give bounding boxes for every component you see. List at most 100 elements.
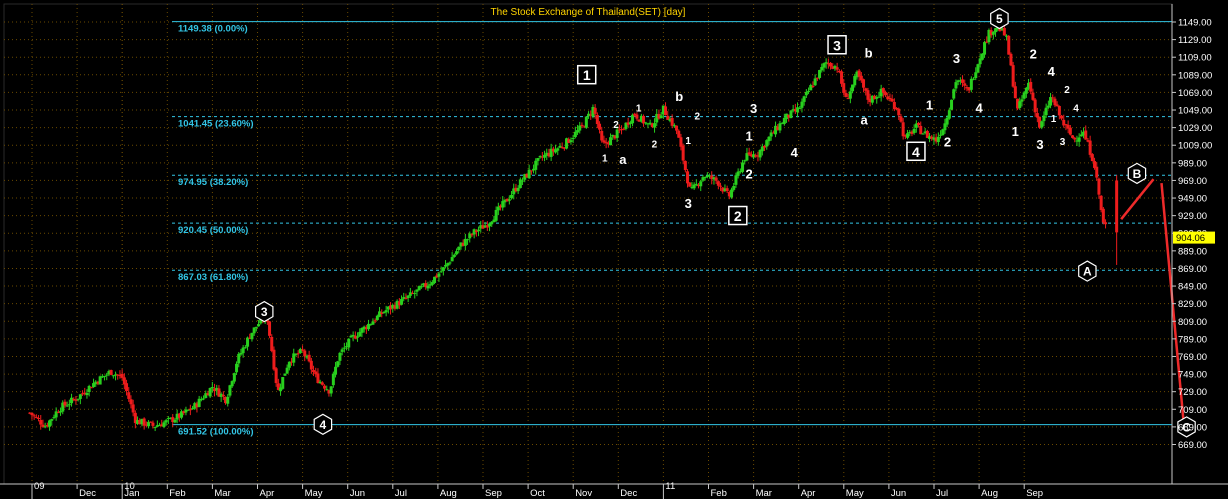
candle-body	[441, 267, 445, 271]
candle-body	[114, 374, 118, 376]
candle-body	[107, 371, 111, 375]
candle-body	[230, 381, 234, 387]
candle-body	[314, 371, 318, 375]
candle-body	[826, 63, 830, 65]
candle-body	[294, 353, 298, 355]
candle-body	[92, 383, 96, 388]
candle-body	[540, 156, 544, 158]
candle-body	[241, 347, 245, 354]
candle-body	[725, 188, 729, 192]
candle-body	[226, 396, 230, 404]
candle-body	[1062, 119, 1066, 126]
candle-body	[254, 326, 258, 328]
candle-body	[811, 85, 815, 87]
candle-body	[760, 146, 764, 152]
candle-body	[477, 229, 481, 232]
candle-body	[448, 262, 452, 264]
x-tick-label: Apr	[801, 488, 816, 499]
candle-body	[1095, 166, 1099, 178]
candle-body	[285, 367, 289, 374]
fib-level-label: 867.03 (61.80%)	[178, 272, 248, 283]
candle-body	[521, 180, 525, 182]
candle-body	[719, 185, 723, 187]
candle-body	[516, 187, 520, 192]
candle-body	[569, 140, 573, 142]
candle-body	[543, 154, 547, 158]
wave-label: 2	[613, 120, 619, 131]
candle-body	[965, 87, 969, 89]
candle-body	[527, 169, 531, 179]
candle-body	[237, 353, 241, 364]
candle-body	[461, 243, 465, 246]
candle-body	[776, 126, 780, 130]
candle-body	[208, 387, 212, 397]
y-tick-label: 1089.00	[1178, 70, 1212, 81]
candle-body	[822, 63, 826, 68]
candle-body	[98, 376, 102, 385]
candle-body	[985, 41, 989, 43]
wave-label: 2	[652, 139, 658, 150]
candle-body	[899, 116, 903, 122]
candle-body	[1044, 107, 1048, 116]
candle-body	[210, 386, 214, 388]
candle-body	[758, 149, 762, 158]
candle-body	[774, 125, 778, 135]
candle-body	[503, 199, 507, 203]
y-tick-label: 1149.00	[1178, 18, 1212, 29]
candle-body	[954, 82, 958, 89]
candle-body	[554, 149, 558, 153]
candle-body	[492, 219, 496, 223]
y-tick-label: 949.00	[1178, 194, 1207, 205]
candle-body	[626, 122, 630, 125]
candle-body	[802, 96, 806, 102]
y-tick-label: 849.00	[1178, 282, 1207, 293]
candle-body	[296, 353, 300, 355]
wave-label: 2	[745, 166, 752, 181]
candle-body	[978, 58, 982, 65]
wave-label: 4	[791, 145, 799, 160]
candle-body	[796, 107, 800, 113]
candle-body	[765, 140, 769, 147]
candle-body	[906, 133, 910, 138]
candle-body	[1068, 127, 1072, 135]
wave-label: 1	[602, 154, 608, 165]
candle-body	[1097, 178, 1101, 195]
candle-body	[661, 105, 665, 115]
candle-body	[584, 116, 588, 128]
candle-body	[28, 412, 32, 414]
candle-body	[670, 117, 674, 126]
candle-body	[452, 254, 456, 257]
candle-body	[1060, 115, 1064, 119]
candle-body	[217, 388, 221, 397]
x-tick-label: May	[305, 488, 323, 499]
candle-body	[835, 67, 839, 70]
candle-body	[824, 62, 828, 64]
candle-body	[525, 173, 529, 178]
candle-body	[281, 377, 285, 389]
candle-body	[829, 62, 833, 67]
candle-body	[37, 417, 41, 419]
candle-body	[1073, 137, 1077, 140]
candle-body	[501, 201, 505, 208]
candle-body	[545, 152, 549, 156]
x-year-label: 09	[34, 481, 45, 492]
y-tick-label: 869.00	[1178, 264, 1207, 275]
candle-body	[1104, 222, 1108, 225]
candle-body	[1020, 99, 1024, 102]
wave-label: 2	[694, 111, 700, 122]
x-tick-label: Apr	[260, 488, 275, 499]
candle-body	[138, 419, 142, 425]
candle-body	[76, 398, 80, 400]
candle-body	[413, 292, 417, 294]
candle-body	[945, 117, 949, 125]
wave-label: A	[1083, 265, 1092, 279]
candle-body	[1115, 180, 1119, 233]
candle-body	[1009, 53, 1013, 66]
candle-body	[312, 370, 316, 373]
candle-body	[204, 393, 208, 398]
last-price-tag	[1173, 231, 1215, 244]
fib-level-label: 1041.45 (23.60%)	[178, 119, 254, 130]
wave-label: 1	[1051, 114, 1057, 125]
